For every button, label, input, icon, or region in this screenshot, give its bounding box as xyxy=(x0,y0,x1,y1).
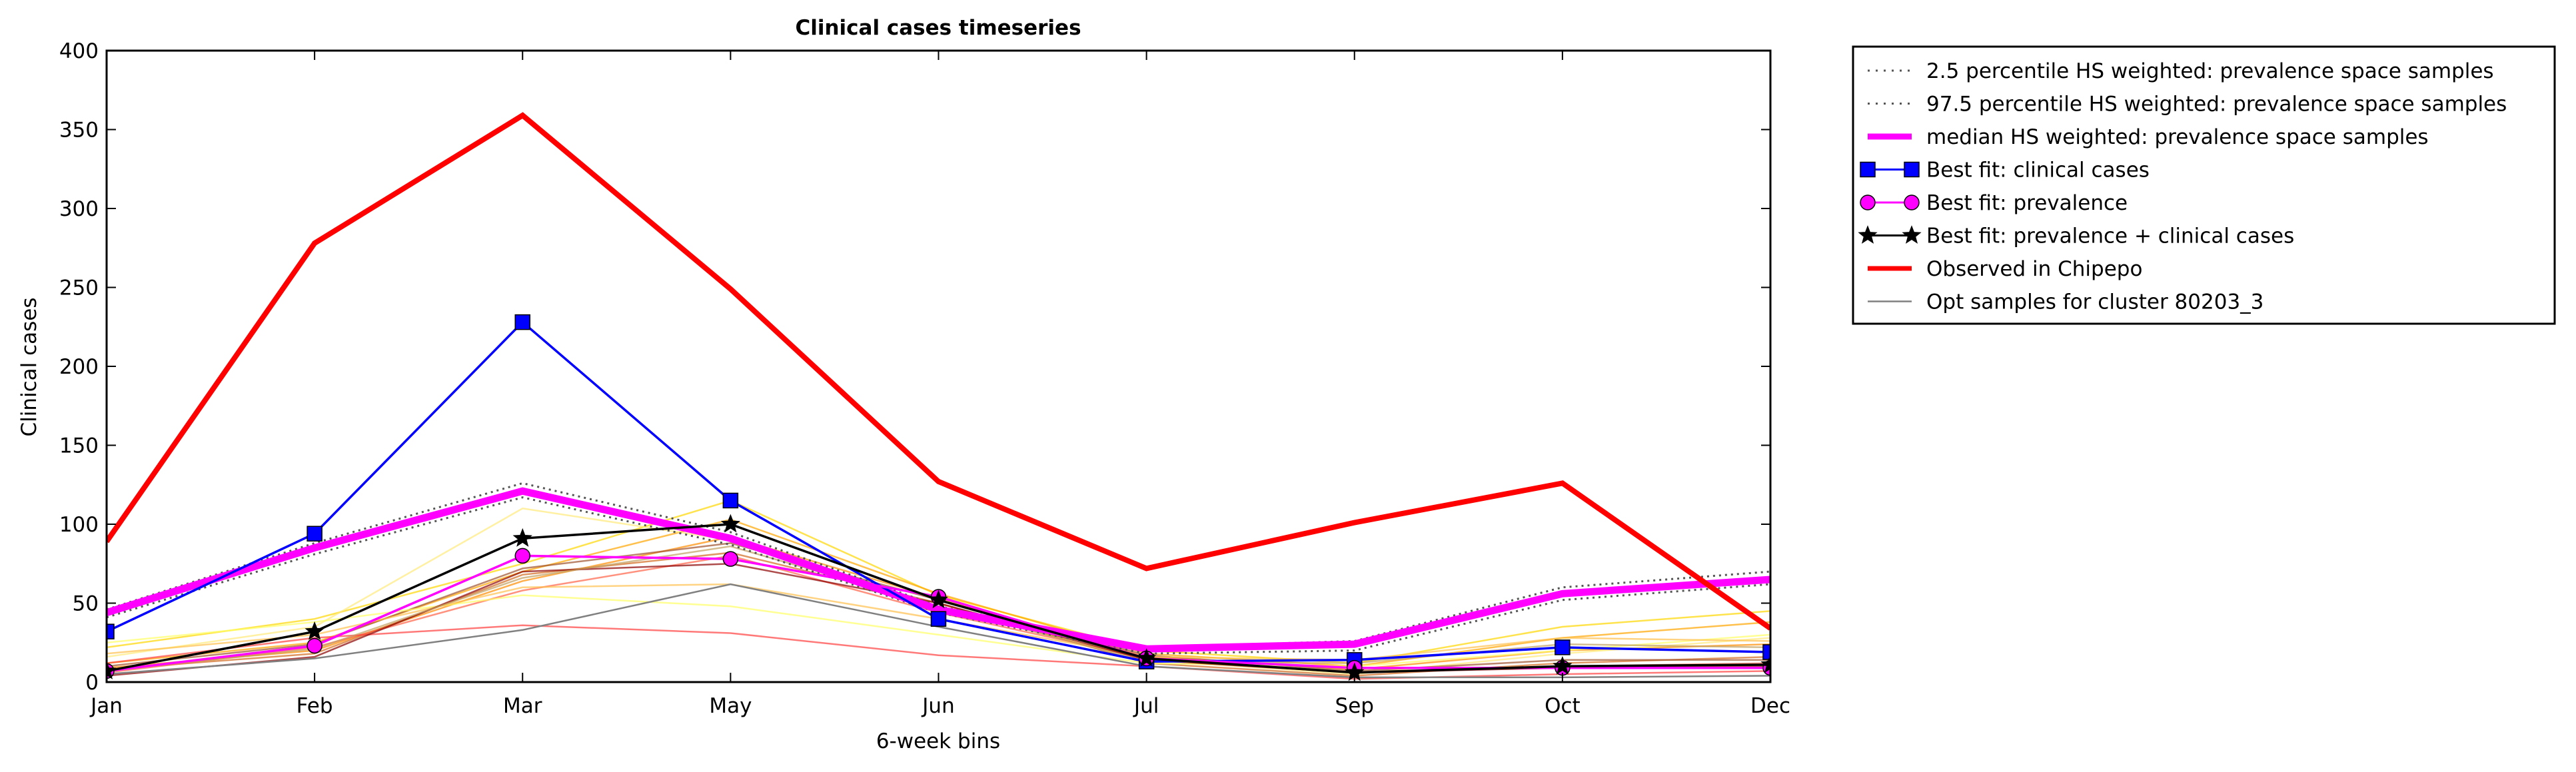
y-tick-label-250: 250 xyxy=(59,276,99,300)
series-6-point-oct xyxy=(1553,655,1573,675)
x-tick-label-feb: Feb xyxy=(297,694,333,718)
series-4-point-may xyxy=(722,492,739,509)
series-line-8 xyxy=(107,583,1770,679)
legend-entry-3-label: median HS weighted: prevalence space sam… xyxy=(1926,125,2429,149)
y-tick-label-50: 50 xyxy=(73,592,99,616)
series-6-point-mar xyxy=(512,528,532,547)
x-tick-label-oct: Oct xyxy=(1545,694,1581,718)
legend-entry-1-label: 2.5 percentile HS weighted: prevalence s… xyxy=(1926,59,2494,83)
series-6-point-jul xyxy=(1136,648,1157,667)
legend-entry-5-marker-right xyxy=(1904,194,1920,210)
legend-entry-8-label: Opt samples for cluster 80203_3 xyxy=(1926,290,2263,314)
x-tick-label-jun: Jun xyxy=(921,694,954,718)
y-tick-label-150: 150 xyxy=(59,434,99,458)
legend-entry-2-label: 97.5 percentile HS weighted: prevalence … xyxy=(1926,93,2507,117)
legend-entry-6-marker-left xyxy=(1858,225,1878,244)
y-tick-label-300: 300 xyxy=(59,197,99,221)
y-tick-label-100: 100 xyxy=(59,513,99,537)
sample-line-8 xyxy=(107,624,1770,680)
x-tick-label-jan: Jan xyxy=(89,694,123,718)
series-group xyxy=(107,112,1770,681)
series-6-point-may xyxy=(720,514,741,533)
x-tick-label-sep: Sep xyxy=(1335,694,1374,718)
series-6-point-dec xyxy=(1760,654,1770,673)
y-axis-label: Clinical cases xyxy=(17,297,41,436)
x-tick-label-mar: Mar xyxy=(503,694,542,718)
x-tick-label-may: May xyxy=(709,694,752,718)
y-tick-label-0: 0 xyxy=(85,671,99,695)
series-5-point-may xyxy=(722,551,739,567)
series-line-3 xyxy=(107,487,1770,653)
y-tick-label-400: 400 xyxy=(59,39,99,63)
legend-box xyxy=(1852,45,2556,325)
series-5-point-feb xyxy=(307,637,322,654)
series-6-point-jan xyxy=(107,660,117,679)
axes: 0 50 100 150 200 250 300 350 400 Jan Feb Mar May Jun J… xyxy=(59,39,1790,718)
chart-title: Clinical cases timeseries xyxy=(795,16,1081,40)
legend-entry-7-label: Observed in Chipepo xyxy=(1926,257,2142,281)
legend-entry-4-label: Best fit: clinical cases xyxy=(1926,159,2150,183)
legend-entry-5-label: Best fit: prevalence xyxy=(1926,191,2128,215)
plot-area xyxy=(107,112,1770,681)
legend: 2.5 percentile HS weighted: prevalence s… xyxy=(1852,45,2556,325)
legend-entry-6-label: Best fit: prevalence + clinical cases xyxy=(1926,224,2294,248)
sample-line-9 xyxy=(107,594,1770,667)
x-tick-label-dec: Dec xyxy=(1750,694,1790,718)
series-5-point-mar xyxy=(514,548,530,564)
series-4-point-jun xyxy=(930,611,947,627)
legend-entry-5-marker-left xyxy=(1860,194,1876,210)
legend-entry-4-marker-left xyxy=(1860,161,1876,178)
series-4-point-mar xyxy=(514,314,530,330)
series-6-point-feb xyxy=(305,621,324,640)
series-4-point-jan xyxy=(107,623,115,639)
series-line-7 xyxy=(107,112,1770,631)
legend-entry-4-marker-right xyxy=(1904,161,1920,178)
y-tick-label-200: 200 xyxy=(59,355,99,379)
y-tick-label-350: 350 xyxy=(59,119,99,143)
series-4-point-dec xyxy=(1762,644,1770,660)
x-axis-label: 6-week bins xyxy=(876,729,1000,753)
series-6-point-jun xyxy=(928,589,949,609)
x-tick-label-jul: Jul xyxy=(1133,694,1159,718)
series-4-point-feb xyxy=(307,526,322,542)
series-4-point-oct xyxy=(1555,639,1571,655)
legend-entry-6-marker-right xyxy=(1902,225,1922,244)
